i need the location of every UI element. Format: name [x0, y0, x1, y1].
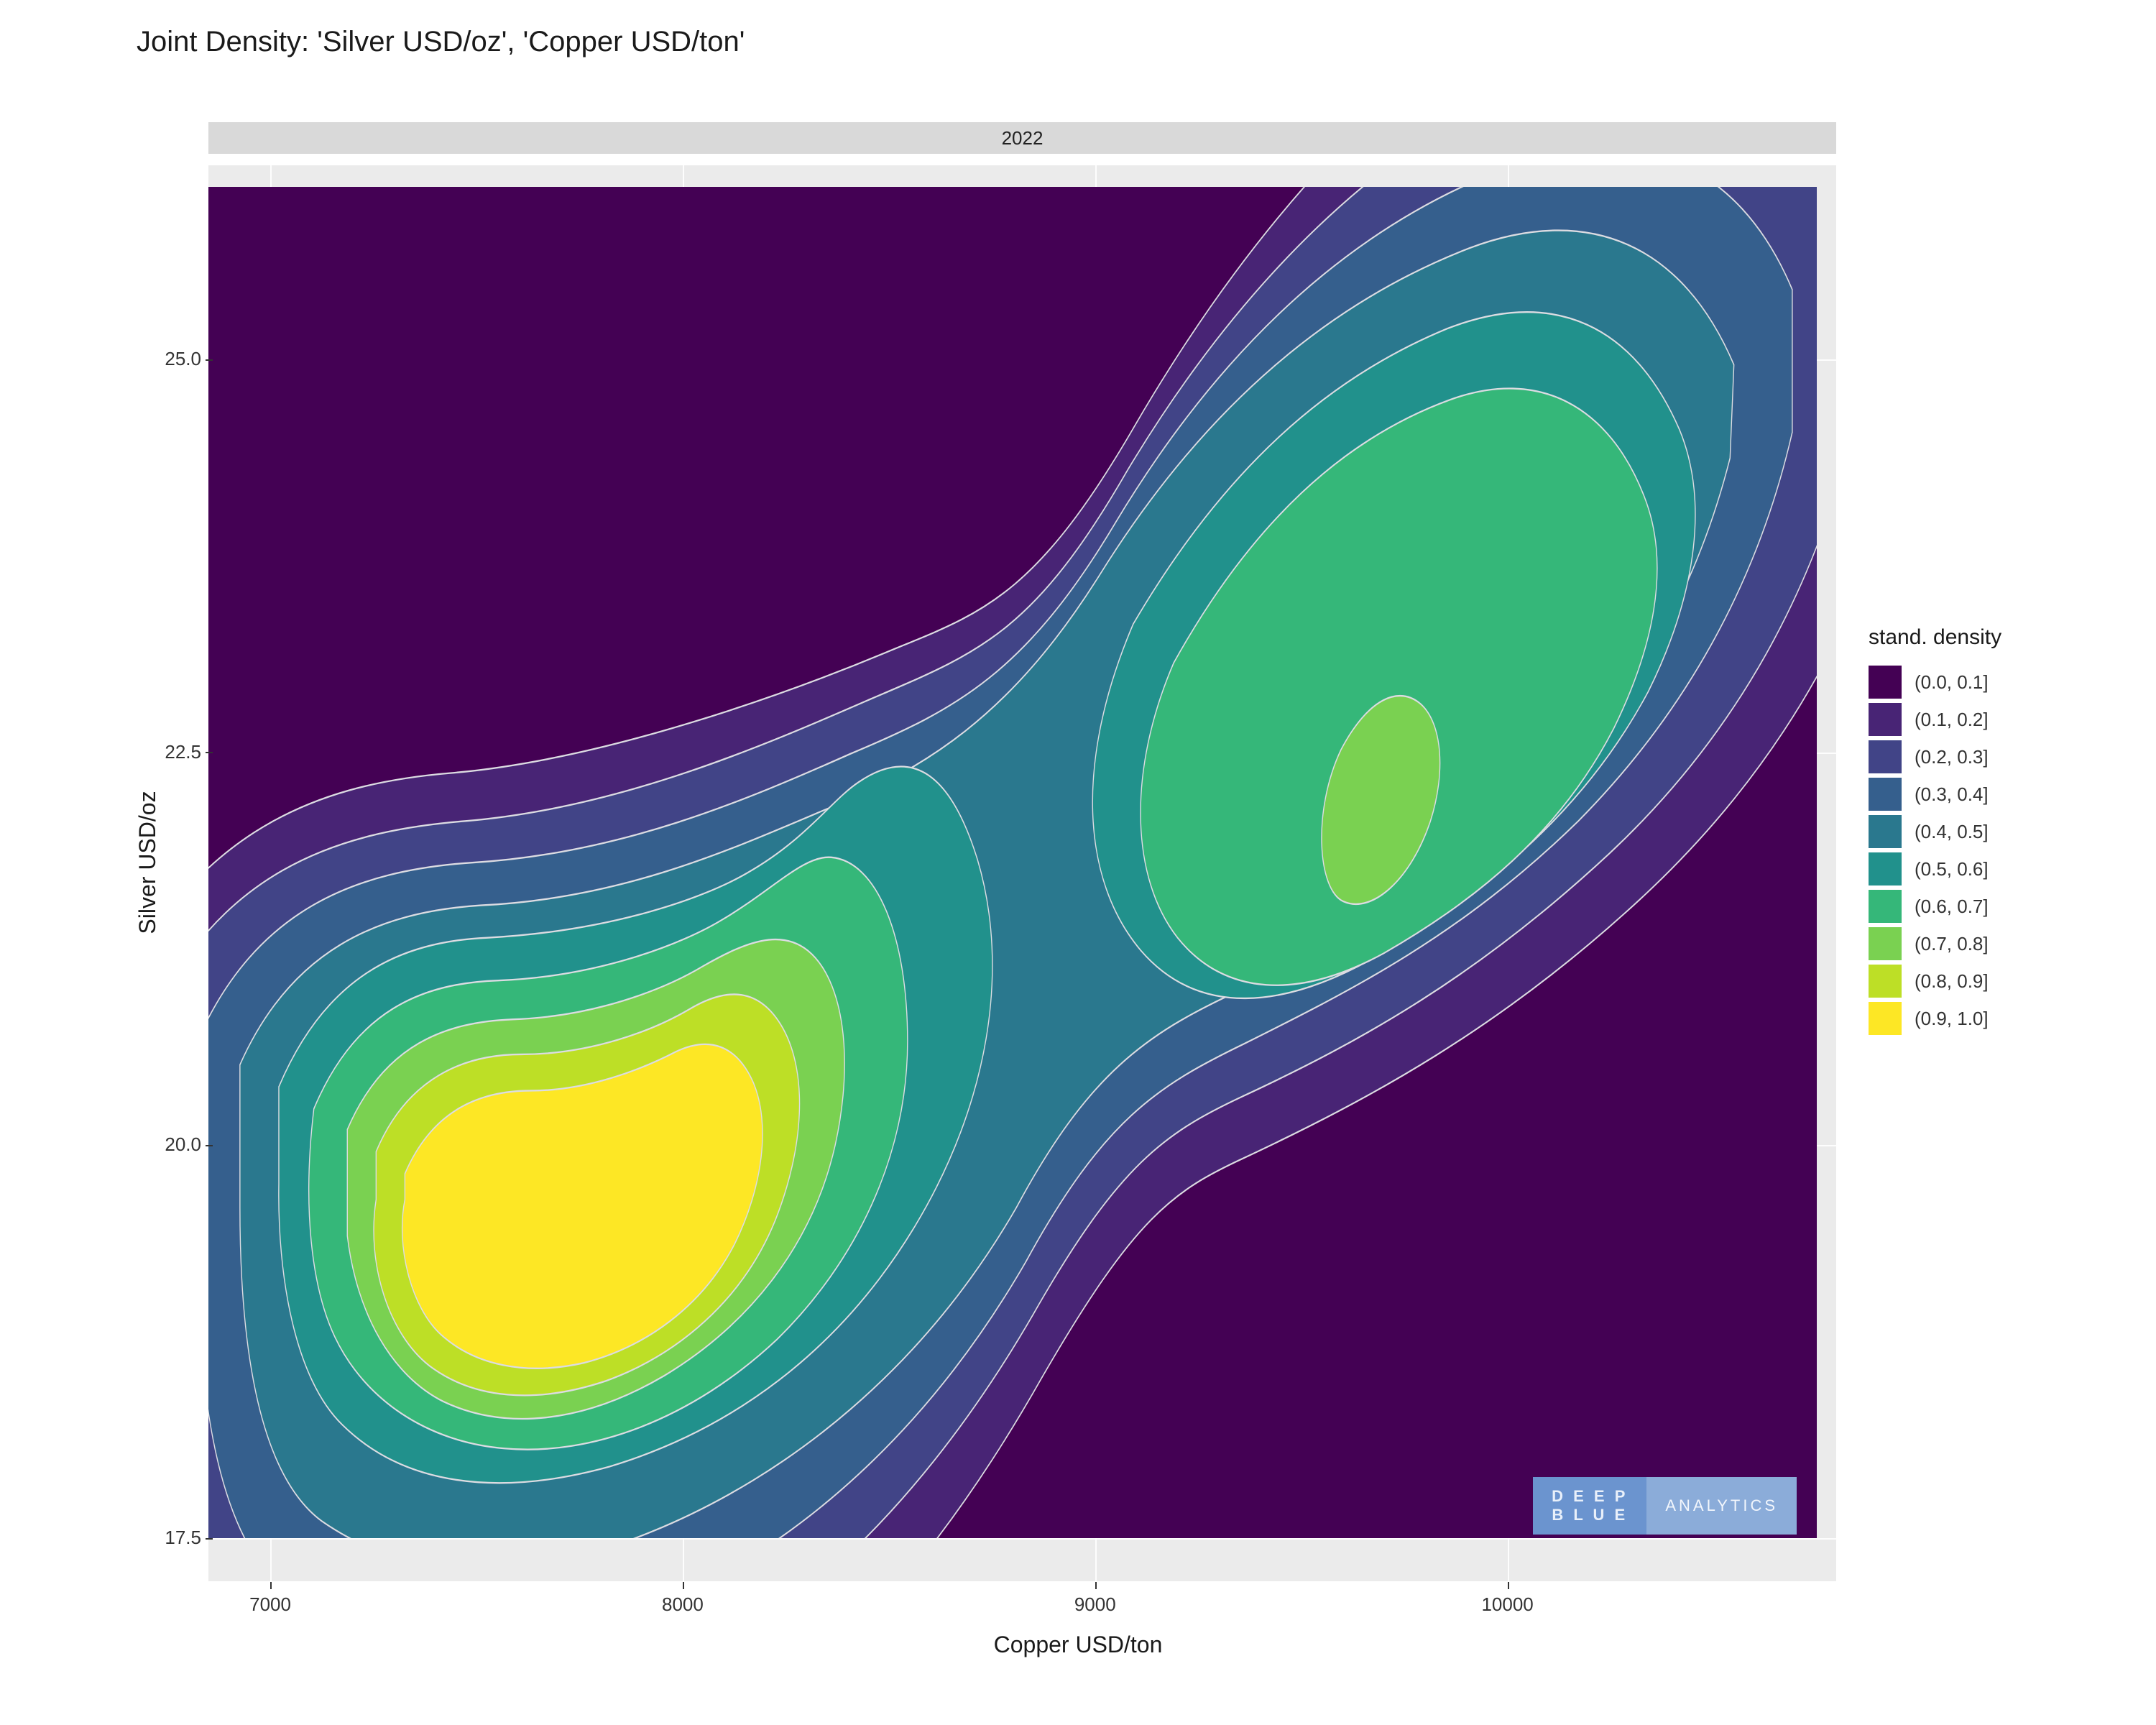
legend-title: stand. density: [1869, 625, 2113, 650]
watermark-left: D E E P B L U E: [1533, 1477, 1646, 1535]
legend-swatch: [1869, 666, 1902, 699]
legend-item: (0.4, 0.5]: [1869, 815, 2113, 848]
y-tick-label: 25.0: [86, 348, 201, 370]
legend-swatch: [1869, 852, 1902, 886]
watermark: D E E P B L U E ANALYTICS: [1533, 1477, 1797, 1535]
legend-item: (0.1, 0.2]: [1869, 703, 2113, 736]
legend-swatch: [1869, 703, 1902, 736]
legend-label: (0.3, 0.4]: [1915, 783, 1989, 806]
x-tick-label: 9000: [1052, 1593, 1138, 1616]
legend-label: (0.9, 1.0]: [1915, 1008, 1989, 1030]
legend-swatch: [1869, 740, 1902, 773]
legend-item: (0.0, 0.1]: [1869, 666, 2113, 699]
legend-item: (0.9, 1.0]: [1869, 1002, 2113, 1035]
y-tick-label: 22.5: [86, 741, 201, 763]
legend-item: (0.7, 0.8]: [1869, 927, 2113, 960]
y-tick-label: 20.0: [86, 1133, 201, 1156]
watermark-right: ANALYTICS: [1646, 1477, 1797, 1535]
watermark-line2: B L U E: [1552, 1506, 1628, 1524]
x-tick-label: 7000: [227, 1593, 313, 1616]
legend: stand. density (0.0, 0.1] (0.1, 0.2] (0.2,…: [1869, 625, 2113, 1039]
legend-label: (0.5, 0.6]: [1915, 858, 1989, 880]
y-axis-label: Silver USD/oz: [134, 791, 161, 934]
legend-swatch: [1869, 1002, 1902, 1035]
legend-label: (0.6, 0.7]: [1915, 896, 1989, 918]
x-tick-label: 8000: [640, 1593, 726, 1616]
legend-item: (0.3, 0.4]: [1869, 778, 2113, 811]
watermark-right-text: ANALYTICS: [1665, 1496, 1778, 1515]
legend-item: (0.2, 0.3]: [1869, 740, 2113, 773]
legend-label: (0.1, 0.2]: [1915, 709, 1989, 731]
legend-item: (0.8, 0.9]: [1869, 965, 2113, 998]
x-axis-label: Copper USD/ton: [994, 1632, 1163, 1658]
legend-label: (0.7, 0.8]: [1915, 933, 1989, 955]
legend-label: (0.8, 0.9]: [1915, 970, 1989, 993]
legend-label: (0.4, 0.5]: [1915, 821, 1989, 843]
chart-title: Joint Density: 'Silver USD/oz', 'Copper …: [137, 26, 745, 58]
x-tick-label: 10000: [1465, 1593, 1551, 1616]
legend-swatch: [1869, 927, 1902, 960]
legend-swatch: [1869, 965, 1902, 998]
legend-label: (0.0, 0.1]: [1915, 671, 1989, 694]
facet-label: 2022: [1002, 127, 1044, 150]
legend-swatch: [1869, 778, 1902, 811]
plot-area: [208, 187, 1817, 1538]
legend-label: (0.2, 0.3]: [1915, 746, 1989, 768]
density-contours: [208, 187, 1817, 1538]
legend-item: (0.6, 0.7]: [1869, 890, 2113, 923]
legend-item: (0.5, 0.6]: [1869, 852, 2113, 886]
gridline-h: [208, 1538, 1836, 1540]
chart-container: Joint Density: 'Silver USD/oz', 'Copper …: [0, 0, 2156, 1725]
watermark-line1: D E E P: [1552, 1487, 1628, 1506]
y-tick-label: 17.5: [86, 1527, 201, 1549]
legend-swatch: [1869, 815, 1902, 848]
legend-swatch: [1869, 890, 1902, 923]
facet-strip: 2022: [208, 122, 1836, 154]
